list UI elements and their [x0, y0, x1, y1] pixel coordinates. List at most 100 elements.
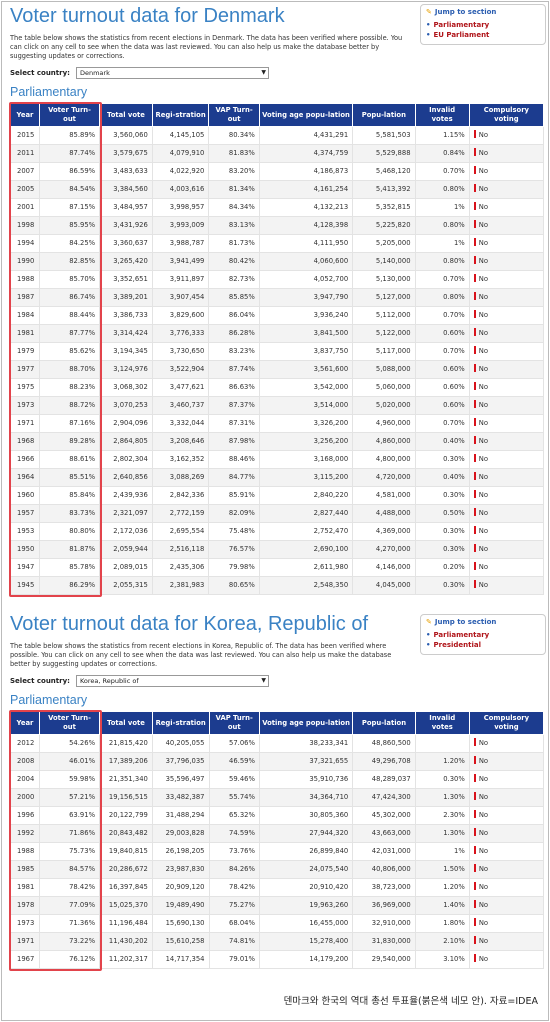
table-cell[interactable]: 15,025,370	[99, 896, 153, 915]
column-header[interactable]: Voter Turn-out	[38, 711, 101, 735]
table-cell[interactable]: 82.09%	[208, 504, 260, 523]
jump-link-presidential[interactable]: • Presidential	[426, 640, 540, 650]
table-cell[interactable]: 3,730,650	[151, 342, 210, 361]
column-header[interactable]: Invalid votes	[414, 103, 470, 127]
table-cell[interactable]: 3,386,733	[99, 306, 153, 325]
table-cell[interactable]: 3,907,454	[151, 288, 210, 307]
compulsory-voting-cell[interactable]: No	[468, 932, 545, 951]
table-cell[interactable]: 1.40%	[414, 896, 470, 915]
compulsory-voting-cell[interactable]: No	[468, 342, 545, 361]
table-cell[interactable]: 2,059,944	[99, 540, 153, 559]
table-cell[interactable]: 0.70%	[414, 270, 470, 289]
table-cell[interactable]: 85.91%	[208, 486, 260, 505]
table-cell[interactable]: 3,841,500	[258, 324, 354, 343]
table-cell[interactable]: 3,911,897	[151, 270, 210, 289]
table-cell[interactable]: 2,842,336	[151, 486, 210, 505]
table-cell[interactable]: 3,993,009	[151, 216, 210, 235]
compulsory-voting-cell[interactable]: No	[468, 144, 545, 163]
year-cell[interactable]: 1998	[10, 216, 40, 235]
table-cell[interactable]: 0.80%	[414, 252, 470, 271]
table-cell[interactable]: 0.70%	[414, 342, 470, 361]
table-cell[interactable]: 2,802,304	[99, 450, 153, 469]
table-cell[interactable]: 3,208,646	[151, 432, 210, 451]
table-cell[interactable]: 3,560,060	[99, 126, 153, 145]
table-cell[interactable]: 2,640,856	[99, 468, 153, 487]
year-cell[interactable]: 2005	[10, 180, 40, 199]
table-cell[interactable]: 3,124,976	[99, 360, 153, 379]
table-cell[interactable]: 3,477,621	[151, 378, 210, 397]
compulsory-voting-cell[interactable]: No	[468, 558, 545, 577]
table-cell[interactable]: 81.83%	[208, 144, 260, 163]
table-cell[interactable]: 0.40%	[414, 432, 470, 451]
voter-turnout-cell[interactable]: 85.62%	[38, 342, 101, 361]
table-cell[interactable]: 79.98%	[208, 558, 260, 577]
compulsory-voting-cell[interactable]: No	[468, 234, 545, 253]
voter-turnout-cell[interactable]: 76.12%	[38, 950, 101, 969]
table-cell[interactable]: 1.15%	[414, 126, 470, 145]
year-cell[interactable]: 1987	[10, 288, 40, 307]
table-cell[interactable]: 3,070,253	[99, 396, 153, 415]
table-cell[interactable]: 21,815,420	[99, 734, 153, 753]
table-cell[interactable]: 0.30%	[414, 540, 470, 559]
table-cell[interactable]: 4,431,291	[258, 126, 354, 145]
country-select[interactable]: Denmark ▼	[75, 67, 269, 79]
table-cell[interactable]: 84.77%	[208, 468, 260, 487]
table-cell[interactable]: 3,068,302	[99, 378, 153, 397]
table-cell[interactable]: 86.63%	[208, 378, 260, 397]
table-cell[interactable]: 86.04%	[208, 306, 260, 325]
table-cell[interactable]: 0.60%	[414, 360, 470, 379]
table-cell[interactable]: 36,969,000	[352, 896, 416, 915]
table-cell[interactable]: 30,805,360	[258, 806, 354, 825]
column-header[interactable]: Voting age popu-lation	[258, 711, 354, 735]
compulsory-voting-cell[interactable]: No	[468, 842, 545, 861]
table-cell[interactable]: 76.57%	[208, 540, 260, 559]
voter-turnout-cell[interactable]: 83.73%	[38, 504, 101, 523]
table-cell[interactable]: 21,351,340	[99, 770, 153, 789]
table-cell[interactable]: 11,196,484	[99, 914, 153, 933]
compulsory-voting-cell[interactable]: No	[468, 752, 545, 771]
table-cell[interactable]: 3,384,560	[99, 180, 153, 199]
table-cell[interactable]: 2.30%	[414, 806, 470, 825]
table-cell[interactable]: 83.23%	[208, 342, 260, 361]
voter-turnout-cell[interactable]: 77.09%	[38, 896, 101, 915]
table-cell[interactable]: 0.70%	[414, 306, 470, 325]
table-cell[interactable]: 24,075,540	[258, 860, 354, 879]
table-cell[interactable]: 3,431,926	[99, 216, 153, 235]
table-cell[interactable]: 29,540,000	[352, 950, 416, 969]
table-cell[interactable]: 3,265,420	[99, 252, 153, 271]
table-cell[interactable]: 3,326,200	[258, 414, 354, 433]
table-cell[interactable]: 85.85%	[208, 288, 260, 307]
table-cell[interactable]: 15,278,400	[258, 932, 354, 951]
compulsory-voting-cell[interactable]: No	[468, 126, 545, 145]
table-cell[interactable]: 0.84%	[414, 144, 470, 163]
table-cell[interactable]: 5,122,000	[352, 324, 416, 343]
year-cell[interactable]: 1945	[10, 576, 40, 595]
compulsory-voting-cell[interactable]: No	[468, 504, 545, 523]
compulsory-voting-cell[interactable]: No	[468, 198, 545, 217]
country-select[interactable]: Korea, Republic of ▼	[75, 675, 269, 687]
table-cell[interactable]: 3,352,651	[99, 270, 153, 289]
table-cell[interactable]: 38,723,000	[352, 878, 416, 897]
table-cell[interactable]: 4,079,910	[151, 144, 210, 163]
table-cell[interactable]: 4,488,000	[352, 504, 416, 523]
table-cell[interactable]: 48,860,500	[352, 734, 416, 753]
table-cell[interactable]: 5,112,000	[352, 306, 416, 325]
year-cell[interactable]: 1977	[10, 360, 40, 379]
table-cell[interactable]: 1.20%	[414, 878, 470, 897]
table-cell[interactable]: 0.40%	[414, 468, 470, 487]
table-cell[interactable]: 19,489,490	[151, 896, 210, 915]
table-cell[interactable]: 2,840,220	[258, 486, 354, 505]
table-cell[interactable]: 3,988,787	[151, 234, 210, 253]
table-cell[interactable]: 4,960,000	[352, 414, 416, 433]
table-cell[interactable]: 4,003,616	[151, 180, 210, 199]
table-cell[interactable]: 33,482,387	[151, 788, 210, 807]
column-header[interactable]: Year	[10, 711, 40, 735]
table-cell[interactable]: 14,179,200	[258, 950, 354, 969]
table-cell[interactable]: 40,205,055	[151, 734, 210, 753]
table-cell[interactable]: 3,088,269	[151, 468, 210, 487]
voter-turnout-cell[interactable]: 87.74%	[38, 144, 101, 163]
voter-turnout-cell[interactable]: 86.74%	[38, 288, 101, 307]
table-cell[interactable]: 34,364,710	[258, 788, 354, 807]
table-cell[interactable]: 59.46%	[208, 770, 260, 789]
table-cell[interactable]: 65.32%	[208, 806, 260, 825]
